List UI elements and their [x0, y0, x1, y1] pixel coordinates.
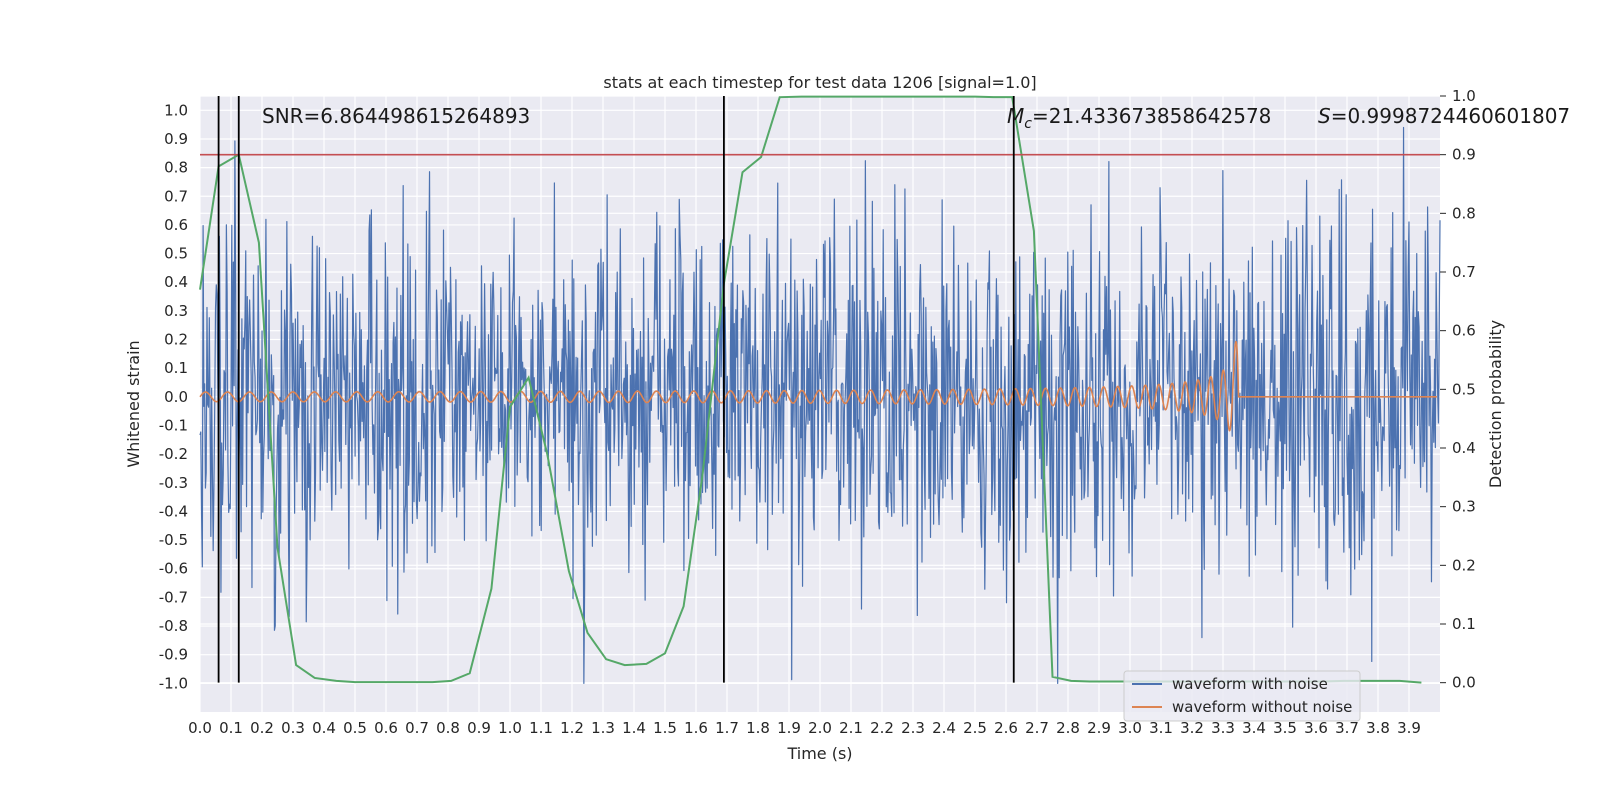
x-tick-label: 2.0: [808, 719, 832, 737]
x-tick-label: 2.1: [839, 719, 863, 737]
x-tick-label: 3.9: [1397, 719, 1421, 737]
y-tick-label: 0.7: [164, 187, 188, 205]
chart-title: stats at each timestep for test data 120…: [603, 73, 1036, 92]
x-tick-label: 3.5: [1273, 719, 1297, 737]
mc-symbol: M: [1007, 104, 1024, 128]
x-tick-label: 1.2: [560, 719, 584, 737]
y-tick-label: 0.5: [164, 245, 188, 263]
x-tick-label: 3.2: [1180, 719, 1204, 737]
y2-tick-label: 1.0: [1452, 87, 1476, 105]
y2-tick-label: 0.1: [1452, 615, 1476, 633]
y-tick-label: 1.0: [164, 101, 188, 119]
y-tick-label: 0.9: [164, 130, 188, 148]
legend: waveform with noise waveform without noi…: [1123, 670, 1361, 722]
y-tick-label: 0.0: [164, 388, 188, 406]
legend-box: [1123, 670, 1361, 722]
y-tick-label: -0.5: [159, 531, 188, 549]
x-tick-label: 2.4: [932, 719, 956, 737]
s-annotation: S=0.9998724460601807: [1318, 104, 1570, 128]
x-tick-label: 0.3: [281, 719, 305, 737]
y2-tick-label: 0.8: [1452, 204, 1476, 222]
y-tick-label: 0.4: [164, 273, 188, 291]
x-tick-label: 2.2: [870, 719, 894, 737]
series-waveform-without-noise: [199, 340, 1437, 432]
x-tick-label: 2.3: [901, 719, 925, 737]
y-tick-label: -0.3: [159, 474, 188, 492]
x-tick-labels: 0.0 0.1 0.2 0.3 0.4 0.5 0.6 0.7 0.8 0.9 1.0 1.1 1.2 1…: [188, 719, 1421, 737]
s-value: =0.9998724460601807: [1331, 104, 1570, 128]
event-lines: [217, 96, 1015, 683]
y2-tick-label: 0.9: [1452, 146, 1476, 164]
series-waveform-with-noise: [199, 126, 1441, 684]
clean-waveform-line: [199, 340, 1437, 432]
x-tick-label: 1.6: [684, 719, 708, 737]
x-tick-label: 2.5: [963, 719, 987, 737]
y2-tick-label: 0.7: [1452, 263, 1476, 281]
y-tick-label: 0.2: [164, 331, 188, 349]
y-tick-label: -0.1: [159, 416, 188, 434]
y-tick-label: -0.9: [159, 646, 188, 664]
mc-annotation: Mc=21.433673858642578: [1007, 104, 1271, 132]
y-tick-label: -0.4: [159, 502, 188, 520]
x-tick-label: 1.1: [529, 719, 553, 737]
y2-axis-label: Detection probability: [1486, 320, 1505, 488]
y-tick-label: -0.7: [159, 588, 188, 606]
y-tick-label: -1.0: [159, 674, 188, 692]
x-tick-label: 1.4: [622, 719, 646, 737]
x-tick-label: 1.3: [591, 719, 615, 737]
x-tick-label: 1.5: [653, 719, 677, 737]
x-tick-label: 0.7: [405, 719, 429, 737]
x-tick-label: 3.7: [1335, 719, 1359, 737]
y-tick-label: -0.2: [159, 445, 188, 463]
x-tick-label: 3.1: [1149, 719, 1173, 737]
y-tick-label: 0.8: [164, 159, 188, 177]
y2-tick-label: 0.0: [1452, 674, 1476, 692]
x-tick-label: 0.8: [436, 719, 460, 737]
x-tick-label: 0.0: [188, 719, 212, 737]
x-tick-label: 3.3: [1211, 719, 1235, 737]
x-tick-label: 2.7: [1025, 719, 1049, 737]
x-tick-label: 0.6: [374, 719, 398, 737]
x-tick-label: 2.8: [1056, 719, 1080, 737]
x-tick-label: 0.5: [343, 719, 367, 737]
y2-tick-label: 0.4: [1452, 439, 1476, 457]
x-tick-label: 0.4: [312, 719, 336, 737]
y-axis-label: Whitened strain: [124, 340, 143, 467]
y2-tick-label: 0.5: [1452, 380, 1476, 398]
y-tick-label: 0.1: [164, 359, 188, 377]
y2-tick-labels: 1.0 0.9 0.8 0.7 0.6 0.5 0.4 0.3 0.2 0.1 0.0: [1440, 87, 1476, 692]
y2-tick-label: 0.3: [1452, 498, 1476, 516]
mc-subscript: c: [1024, 116, 1032, 132]
snr-annotation: SNR=6.864498615264893: [262, 104, 530, 128]
x-tick-label: 1.8: [746, 719, 770, 737]
s-symbol: S: [1318, 104, 1331, 128]
x-tick-label: 1.0: [498, 719, 522, 737]
x-tick-label: 3.6: [1304, 719, 1328, 737]
y-tick-label: 0.3: [164, 302, 188, 320]
x-tick-label: 1.9: [777, 719, 801, 737]
x-tick-label: 3.8: [1366, 719, 1390, 737]
y2-tick-label: 0.2: [1452, 556, 1476, 574]
y-tick-label: -0.8: [159, 617, 188, 635]
legend-label-noise: waveform with noise: [1172, 675, 1328, 693]
x-tick-label: 0.2: [250, 719, 274, 737]
legend-label-clean: waveform without noise: [1172, 698, 1352, 716]
x-tick-label: 0.9: [467, 719, 491, 737]
x-tick-label: 1.7: [715, 719, 739, 737]
noisy-waveform-line: [199, 126, 1441, 684]
x-tick-label: 2.9: [1087, 719, 1111, 737]
x-tick-label: 3.0: [1118, 719, 1142, 737]
x-axis-label: Time (s): [786, 744, 852, 763]
mc-value: =21.433673858642578: [1032, 104, 1271, 128]
x-tick-label: 2.6: [994, 719, 1018, 737]
x-tick-label: 0.1: [219, 719, 243, 737]
y2-tick-label: 0.6: [1452, 322, 1476, 340]
y-tick-label: -0.6: [159, 560, 188, 578]
y-tick-labels: 1.0 0.9 0.8 0.7 0.6 0.5 0.4 0.3 0.2 0.1 0.0 -0.1 -0.…: [159, 101, 188, 692]
x-tick-label: 3.4: [1242, 719, 1266, 737]
y-tick-label: 0.6: [164, 216, 188, 234]
